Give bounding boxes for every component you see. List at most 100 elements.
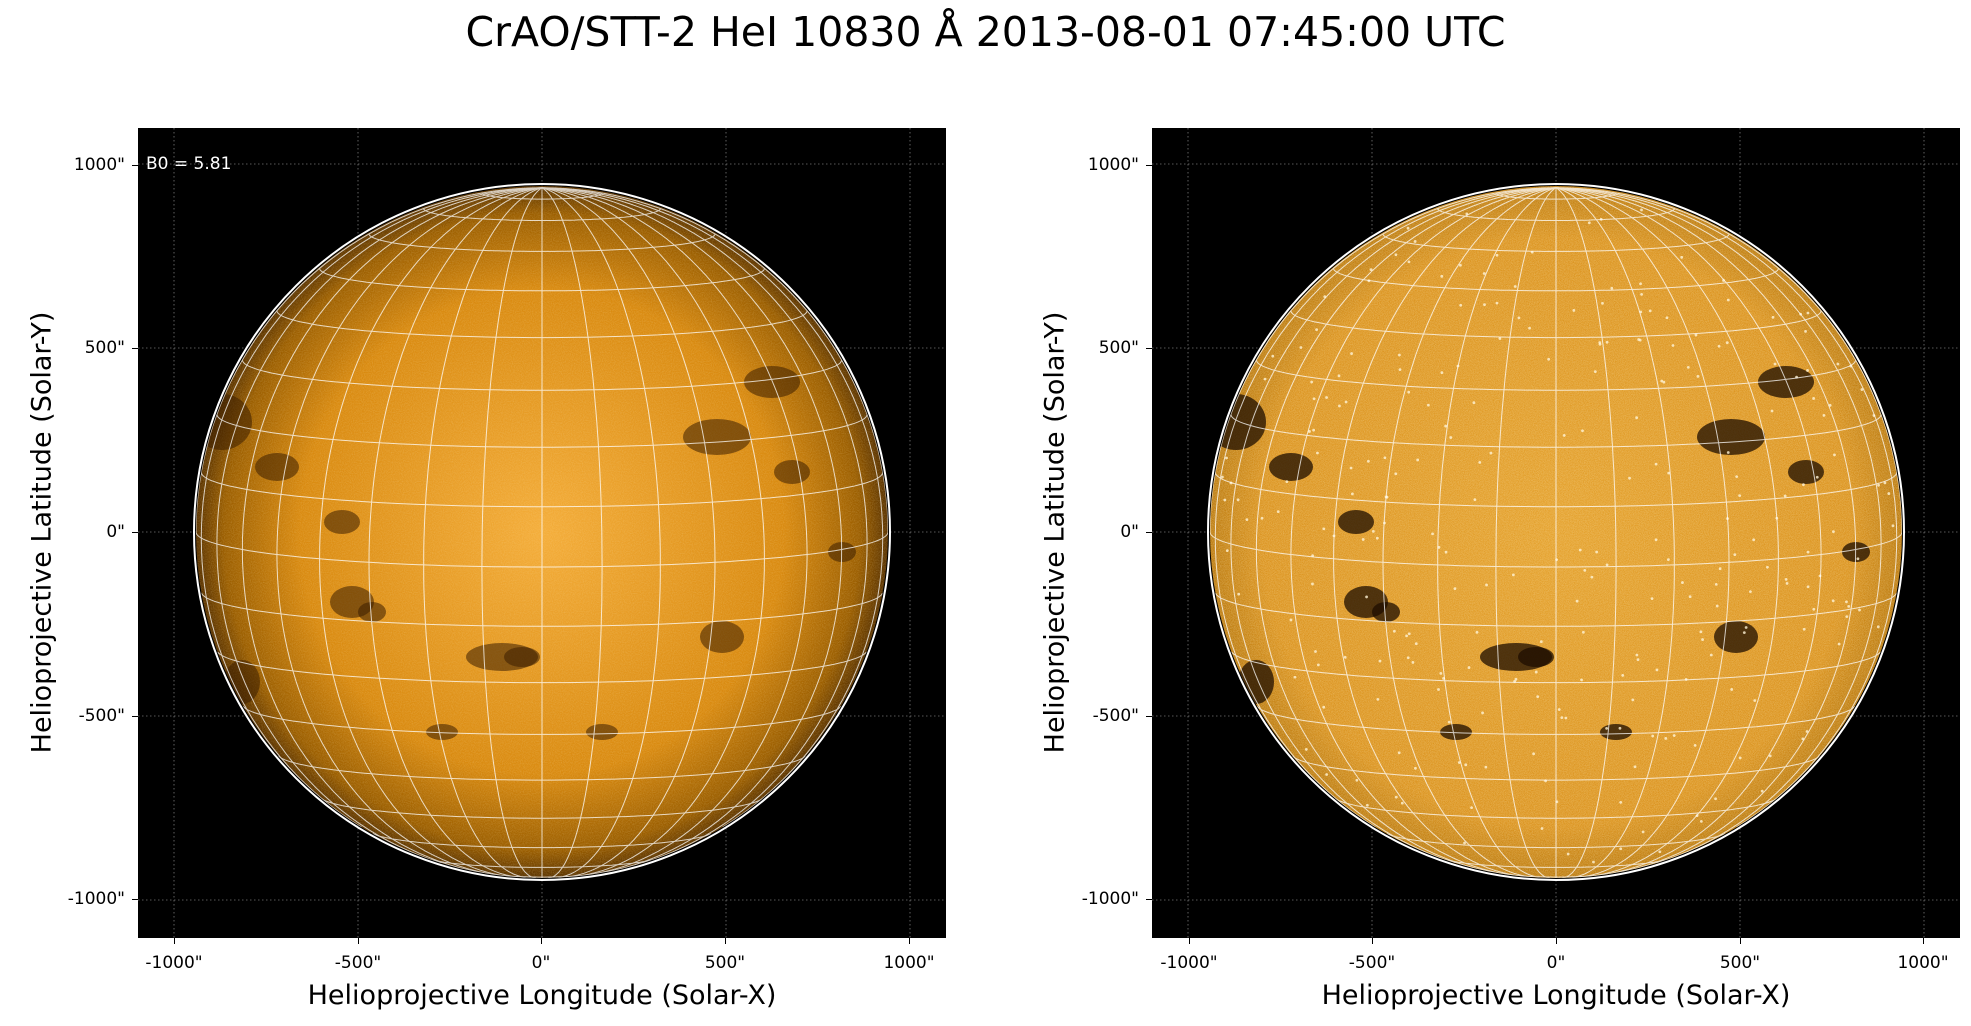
bright-network-point — [1310, 381, 1313, 384]
bright-network-point — [1498, 337, 1501, 340]
bright-network-point — [1784, 495, 1787, 498]
left-xtick-label: 0" — [532, 953, 551, 973]
bright-network-point — [1439, 672, 1442, 675]
bright-network-point — [1449, 436, 1452, 439]
bright-network-point — [1619, 847, 1622, 850]
bright-network-point — [1490, 452, 1493, 455]
bright-network-point — [1664, 737, 1667, 740]
right-ytick-mark — [1146, 899, 1152, 900]
dark-feature — [1788, 460, 1824, 484]
bright-network-point — [1316, 452, 1319, 455]
bright-network-point — [1261, 517, 1264, 520]
bright-network-point — [1541, 827, 1544, 830]
right-ytick-label: -1000" — [1082, 889, 1139, 909]
bright-network-point — [1738, 494, 1741, 497]
bright-network-point — [1672, 344, 1675, 347]
bright-network-point — [1823, 414, 1826, 417]
dark-feature — [255, 453, 299, 481]
bright-network-point — [1351, 492, 1354, 495]
bright-network-point — [1312, 429, 1315, 432]
bright-network-point — [1536, 695, 1539, 698]
bright-network-point — [1473, 498, 1476, 501]
bright-network-point — [1399, 368, 1402, 371]
left-xtick-label: 1000" — [883, 953, 934, 973]
bright-network-point — [1290, 619, 1293, 622]
bright-network-point — [1877, 484, 1880, 487]
bright-network-point — [1727, 299, 1730, 302]
bright-network-point — [1667, 558, 1670, 561]
left-ytick-label: 500" — [85, 338, 125, 358]
left-ytick-label: -500" — [79, 706, 125, 726]
bright-network-point — [1355, 779, 1358, 782]
dark-feature — [224, 660, 260, 704]
bright-network-point — [1564, 717, 1567, 720]
bright-network-point — [1405, 634, 1408, 637]
bright-network-point — [1753, 699, 1756, 702]
bright-network-point — [1579, 549, 1582, 552]
bright-network-point — [1832, 530, 1835, 533]
bright-network-point — [1411, 661, 1414, 664]
bright-network-point — [1619, 727, 1622, 730]
bright-network-point — [1847, 605, 1850, 608]
bright-network-point — [1588, 221, 1591, 224]
bright-network-point — [1294, 676, 1297, 679]
bright-network-point — [1730, 688, 1733, 691]
bright-network-point — [1463, 842, 1466, 845]
bright-network-point — [1476, 631, 1479, 634]
right-ytick-mark — [1146, 165, 1152, 166]
bright-network-point — [1680, 256, 1683, 259]
bright-network-point — [1636, 654, 1639, 657]
bright-network-point — [1651, 735, 1654, 738]
bright-network-point — [1350, 352, 1353, 355]
dark-feature — [774, 460, 810, 484]
bright-network-point — [1322, 527, 1325, 530]
bright-network-point — [1710, 654, 1713, 657]
right-xtick-mark — [1556, 938, 1557, 944]
bright-network-point — [1606, 341, 1609, 344]
bright-network-point — [1305, 748, 1308, 751]
bright-network-point — [1576, 600, 1579, 603]
bright-network-point — [1699, 630, 1702, 633]
bright-network-point — [1416, 459, 1419, 462]
bright-network-point — [1726, 341, 1729, 344]
bright-network-point — [1325, 773, 1328, 776]
bright-network-point — [1832, 599, 1835, 602]
right-xtick-mark — [1189, 938, 1190, 944]
bright-network-point — [1567, 853, 1570, 856]
bright-network-point — [1807, 312, 1810, 315]
left-ytick-label: 0" — [106, 522, 125, 542]
bright-network-point — [1772, 316, 1775, 319]
bright-network-point — [1515, 678, 1518, 681]
bright-network-point — [1594, 370, 1597, 373]
right-xtick-mark — [1923, 938, 1924, 944]
bright-network-point — [1470, 806, 1473, 809]
bright-network-point — [1535, 671, 1538, 674]
bright-network-point — [1635, 416, 1638, 419]
bright-network-point — [1689, 595, 1692, 598]
bright-network-point — [1858, 609, 1861, 612]
bright-network-point — [1300, 346, 1303, 349]
bright-network-point — [1472, 401, 1475, 404]
bright-network-point — [1532, 752, 1535, 755]
bright-network-point — [1414, 767, 1417, 770]
bright-network-point — [1454, 587, 1457, 590]
bright-network-point — [1483, 303, 1486, 306]
bright-network-point — [1640, 209, 1643, 212]
bright-network-point — [1807, 585, 1810, 588]
bright-network-point — [1803, 628, 1806, 631]
bright-network-point — [1583, 569, 1586, 572]
bright-network-point — [1716, 605, 1719, 608]
bright-network-point — [1459, 304, 1462, 307]
bright-network-point — [1697, 375, 1700, 378]
bright-network-point — [1749, 590, 1752, 593]
bright-network-point — [1394, 472, 1397, 475]
bright-network-point — [1887, 492, 1890, 495]
right-xtick-label: 500" — [1720, 953, 1760, 973]
dark-feature — [1714, 621, 1758, 653]
bright-network-point — [1481, 712, 1484, 715]
bright-network-point — [1344, 656, 1347, 659]
left-xtick-label: 500" — [705, 953, 745, 973]
dark-feature — [1600, 724, 1632, 740]
bright-network-point — [1634, 765, 1637, 768]
bright-network-point — [1325, 396, 1328, 399]
